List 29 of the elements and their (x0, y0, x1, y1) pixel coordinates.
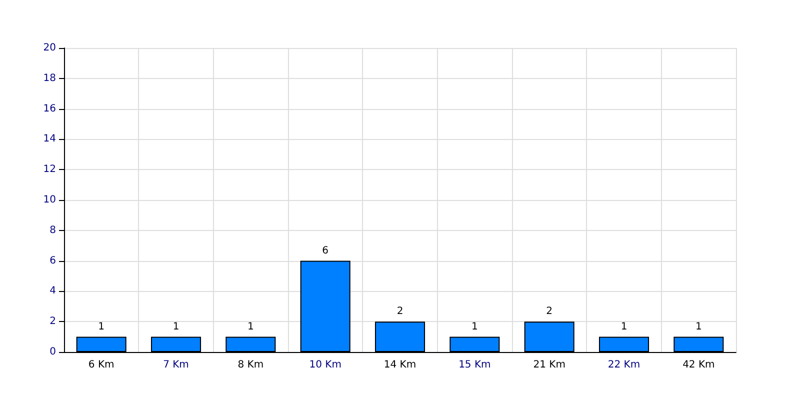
x-tick-label: 8 Km (238, 360, 264, 370)
data-label: 1 (620, 321, 628, 332)
data-label: 1 (471, 321, 478, 332)
x-tick-label: 15 Km (458, 360, 491, 370)
data-label: 1 (172, 321, 180, 332)
y-tick-label: 10 (43, 194, 56, 206)
data-label: 6 (322, 245, 329, 256)
x-tick-label: 21 Km (533, 360, 566, 370)
y-tick-label: 2 (50, 316, 56, 328)
y-tick-label: 0 (50, 346, 56, 358)
x-tick-label: 22 Km (608, 360, 640, 370)
y-tick-label: 4 (50, 286, 56, 297)
data-label: 2 (396, 306, 404, 318)
x-tick-label: 42 Km (682, 360, 715, 370)
y-tick-label: 20 (43, 42, 56, 54)
x-tick-label: 10 Km (309, 360, 342, 370)
data-label: 2 (546, 306, 553, 318)
y-tick-label: 8 (50, 224, 56, 236)
x-tick-label: 14 Km (384, 360, 416, 370)
y-tick-label: 6 (50, 255, 56, 266)
x-tick-label: 7 Km (163, 360, 189, 370)
data-label: 1 (247, 321, 254, 332)
x-tick-label: 6 Km (88, 360, 114, 370)
data-label: 1 (695, 321, 702, 332)
y-tick-label: 18 (43, 72, 56, 84)
data-label: 1 (98, 321, 105, 332)
y-tick-label: 12 (43, 164, 56, 176)
y-tick-label: 16 (43, 103, 56, 114)
y-tick-label: 14 (43, 134, 56, 145)
